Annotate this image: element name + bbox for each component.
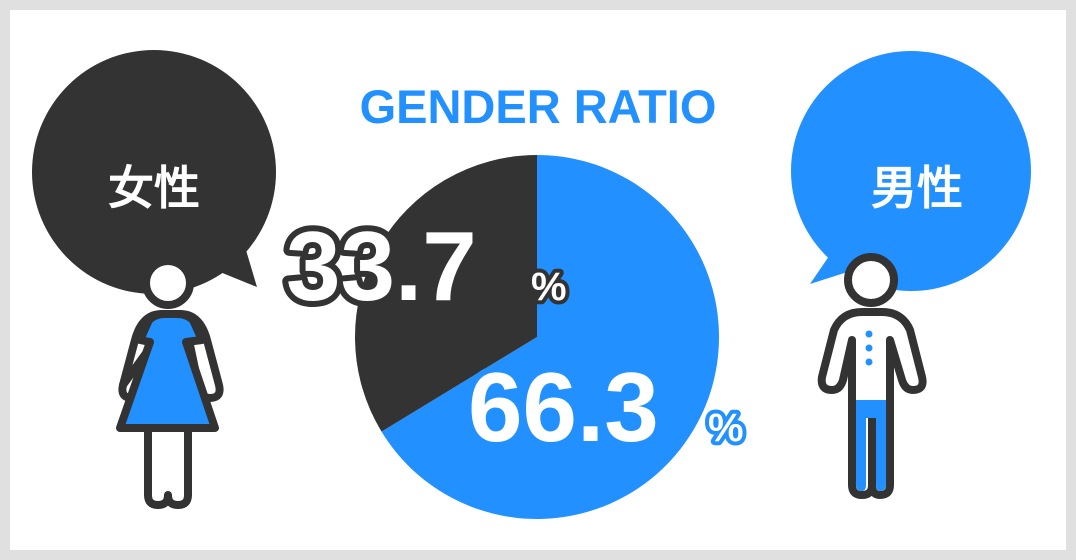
male-label: 男性	[871, 162, 963, 214]
chart-title: GENDER RATIO	[360, 80, 717, 133]
bubble-tail	[215, 230, 257, 287]
female-percent-unit: %	[531, 265, 567, 309]
female-label: 女性	[108, 162, 200, 214]
pie-chart	[355, 155, 720, 520]
pie-slice-male	[381, 155, 720, 520]
male-value-label: 66.3 %	[462, 346, 748, 468]
button-dot	[865, 344, 873, 352]
man-icon	[817, 253, 927, 499]
female-percent-value: 33.7	[286, 211, 477, 321]
male-speech-bubble: 男性	[791, 51, 1031, 291]
pie-slice-female	[355, 155, 537, 432]
female-value-label: 33.7 %	[280, 205, 571, 327]
button-dot	[865, 330, 873, 338]
button-dot	[865, 358, 873, 366]
male-percent-unit: %	[708, 406, 744, 450]
bubble-tail	[810, 240, 860, 284]
female-speech-bubble: 女性	[32, 50, 276, 294]
male-percent-value: 66.3	[468, 352, 659, 462]
woman-icon	[116, 257, 224, 509]
